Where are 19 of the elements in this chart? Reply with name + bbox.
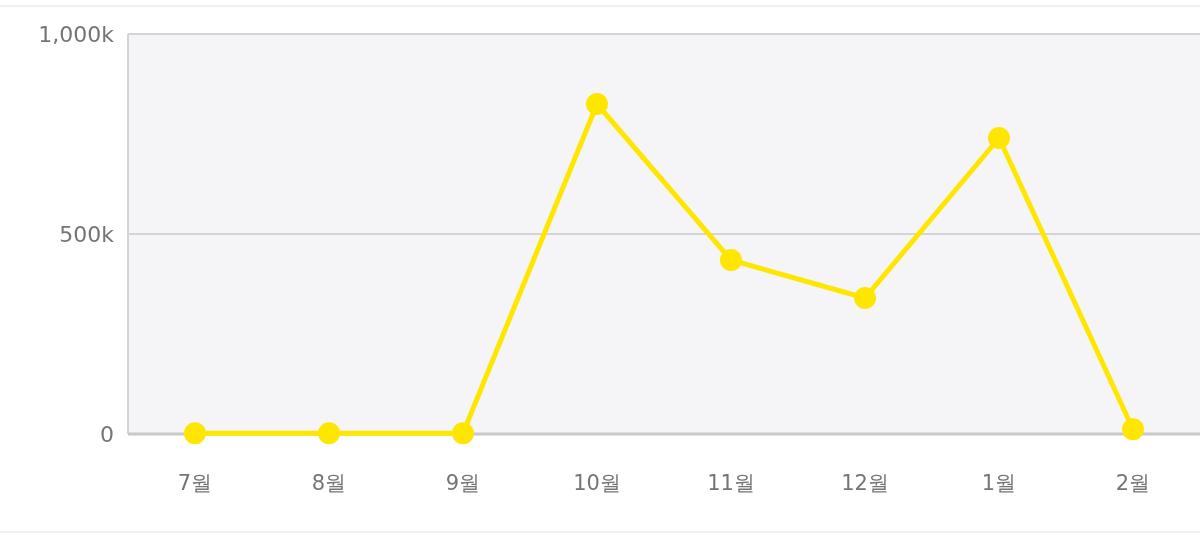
x-tick-label: 8월 <box>311 471 347 495</box>
x-tick-label: 12월 <box>841 471 889 495</box>
x-tick-label: 1월 <box>981 471 1017 495</box>
x-tick-label: 9월 <box>445 471 481 495</box>
x-tick-label: 7월 <box>177 471 213 495</box>
point <box>720 249 742 271</box>
point <box>988 127 1010 149</box>
point <box>452 422 474 445</box>
point <box>586 93 608 115</box>
x-tick-label: 11월 <box>707 471 755 495</box>
x-tick-label: 2월 <box>1115 471 1151 495</box>
point <box>854 287 876 309</box>
y-tick-label: 0 <box>100 422 114 447</box>
point <box>184 422 206 445</box>
y-tick-label: 500k <box>59 222 115 247</box>
x-tick-label: 10월 <box>573 471 621 495</box>
point <box>1122 418 1144 441</box>
point <box>318 422 340 445</box>
y-tick-label: 1,000k <box>38 22 115 47</box>
